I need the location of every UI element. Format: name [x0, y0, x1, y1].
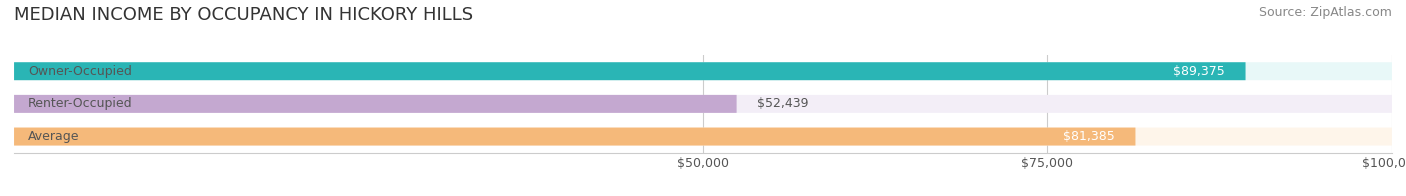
Text: $81,385: $81,385 [1063, 130, 1115, 143]
Text: Source: ZipAtlas.com: Source: ZipAtlas.com [1258, 6, 1392, 19]
FancyBboxPatch shape [14, 95, 737, 113]
FancyBboxPatch shape [14, 62, 1392, 80]
Text: $52,439: $52,439 [758, 97, 808, 110]
FancyBboxPatch shape [14, 128, 1136, 145]
FancyBboxPatch shape [14, 128, 1392, 145]
Text: Owner-Occupied: Owner-Occupied [28, 65, 132, 78]
Text: MEDIAN INCOME BY OCCUPANCY IN HICKORY HILLS: MEDIAN INCOME BY OCCUPANCY IN HICKORY HI… [14, 6, 474, 24]
Text: Renter-Occupied: Renter-Occupied [28, 97, 132, 110]
FancyBboxPatch shape [14, 95, 1392, 113]
Text: Average: Average [28, 130, 79, 143]
Text: $89,375: $89,375 [1173, 65, 1225, 78]
FancyBboxPatch shape [14, 62, 1246, 80]
